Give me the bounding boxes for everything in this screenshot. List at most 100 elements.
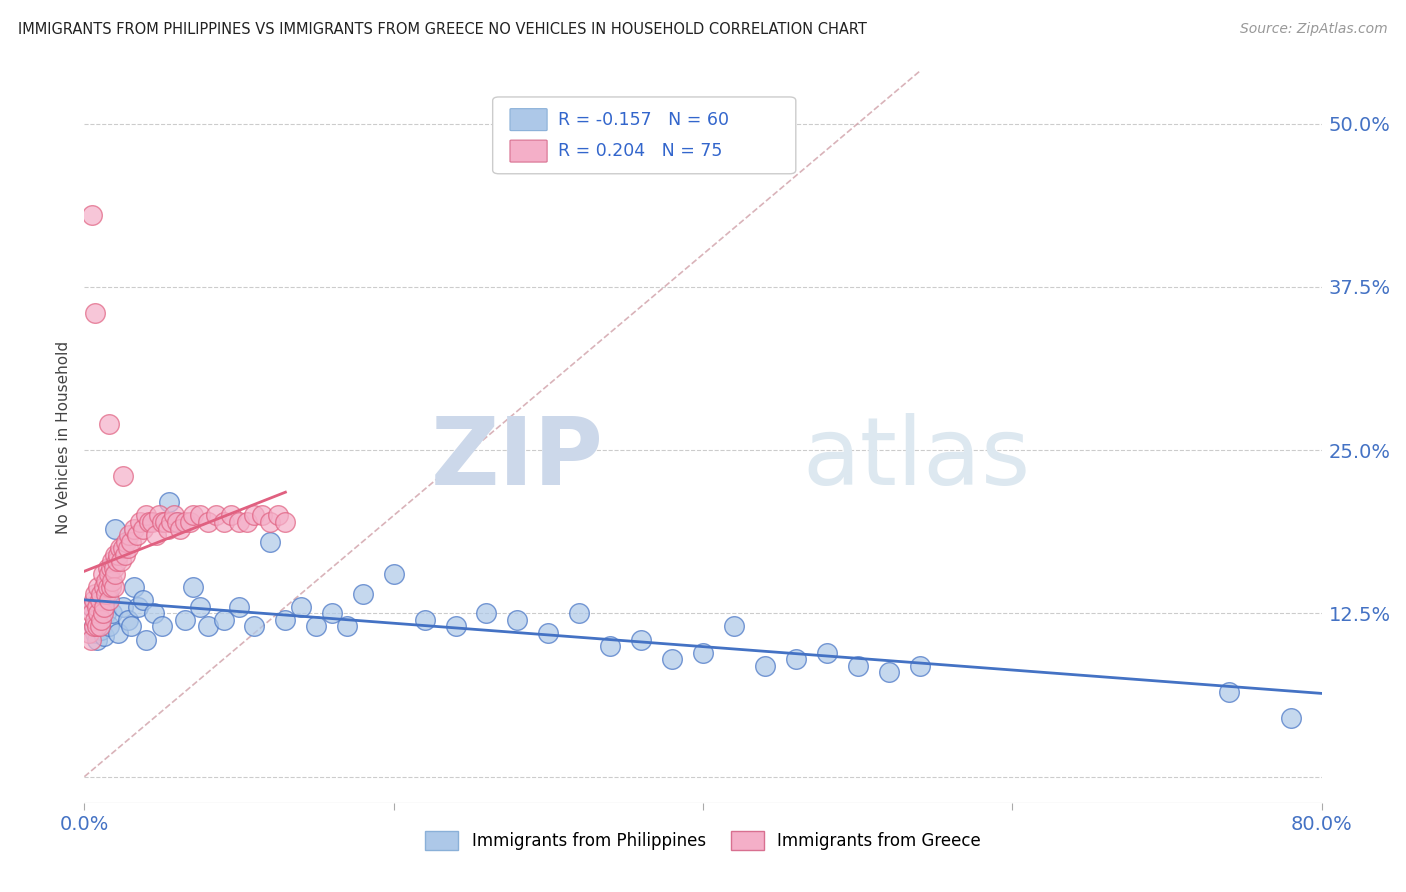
- Point: [129, 515, 152, 529]
- Point: [98, 567, 121, 582]
- Text: R = 0.204   N = 75: R = 0.204 N = 75: [558, 142, 723, 160]
- Point: [100, 560, 122, 574]
- Point: [188, 508, 211, 523]
- Point: [115, 534, 138, 549]
- Point: [100, 580, 122, 594]
- Point: [228, 515, 250, 529]
- Point: [212, 613, 235, 627]
- Point: [166, 515, 188, 529]
- Point: [127, 599, 149, 614]
- Point: [105, 554, 128, 568]
- Point: [754, 658, 776, 673]
- Point: [90, 613, 112, 627]
- Point: [352, 587, 374, 601]
- Point: [475, 607, 498, 621]
- Point: [181, 580, 204, 594]
- Point: [79, 632, 101, 647]
- Point: [82, 607, 104, 621]
- Text: R = -0.157   N = 60: R = -0.157 N = 60: [558, 111, 730, 128]
- Point: [259, 534, 281, 549]
- Point: [274, 613, 297, 627]
- Point: [290, 599, 312, 614]
- FancyBboxPatch shape: [510, 140, 547, 162]
- Point: [98, 417, 121, 431]
- Point: [82, 208, 104, 222]
- Point: [160, 515, 183, 529]
- Point: [83, 619, 105, 633]
- Point: [132, 521, 155, 535]
- Point: [163, 508, 186, 523]
- Point: [112, 541, 135, 555]
- Point: [1279, 711, 1302, 725]
- Point: [82, 599, 104, 614]
- Point: [107, 548, 129, 562]
- Point: [87, 613, 110, 627]
- Point: [336, 619, 359, 633]
- Point: [166, 515, 188, 529]
- Point: [77, 626, 100, 640]
- Point: [444, 619, 467, 633]
- Point: [174, 613, 197, 627]
- Point: [82, 599, 104, 614]
- Point: [84, 587, 107, 601]
- Point: [118, 528, 141, 542]
- Point: [174, 515, 197, 529]
- Point: [169, 521, 191, 535]
- Point: [96, 560, 118, 574]
- Point: [104, 567, 127, 582]
- Point: [86, 632, 108, 647]
- Point: [228, 599, 250, 614]
- Text: ZIP: ZIP: [432, 413, 605, 505]
- Point: [159, 495, 180, 509]
- Point: [104, 548, 127, 562]
- Point: [908, 658, 931, 673]
- Point: [785, 652, 807, 666]
- Point: [104, 521, 127, 535]
- Point: [84, 626, 107, 640]
- Point: [150, 619, 173, 633]
- Text: atlas: atlas: [801, 413, 1031, 505]
- Point: [101, 607, 124, 621]
- Point: [877, 665, 900, 680]
- Point: [101, 574, 124, 588]
- Point: [98, 619, 121, 633]
- Point: [188, 599, 211, 614]
- Point: [274, 515, 297, 529]
- Point: [250, 508, 273, 523]
- Point: [117, 613, 139, 627]
- Point: [179, 515, 201, 529]
- Point: [259, 515, 281, 529]
- Point: [112, 469, 135, 483]
- Point: [150, 515, 173, 529]
- Point: [599, 639, 621, 653]
- Point: [94, 574, 117, 588]
- Point: [197, 619, 219, 633]
- Point: [413, 613, 436, 627]
- Point: [243, 508, 266, 523]
- Point: [267, 508, 290, 523]
- Point: [114, 548, 136, 562]
- Point: [86, 619, 108, 633]
- Point: [87, 607, 110, 621]
- Point: [235, 515, 259, 529]
- Point: [90, 587, 112, 601]
- Point: [91, 567, 114, 582]
- Point: [103, 560, 125, 574]
- Point: [145, 528, 167, 542]
- Point: [93, 580, 115, 594]
- Point: [122, 521, 145, 535]
- Point: [205, 508, 228, 523]
- Point: [723, 619, 745, 633]
- Point: [141, 515, 163, 529]
- Point: [108, 541, 131, 555]
- Point: [93, 599, 115, 614]
- Point: [96, 587, 118, 601]
- Point: [153, 515, 176, 529]
- Point: [506, 613, 529, 627]
- Point: [89, 619, 111, 633]
- Point: [101, 554, 124, 568]
- Point: [197, 515, 219, 529]
- Point: [1218, 685, 1240, 699]
- Point: [84, 306, 107, 320]
- Point: [94, 607, 117, 621]
